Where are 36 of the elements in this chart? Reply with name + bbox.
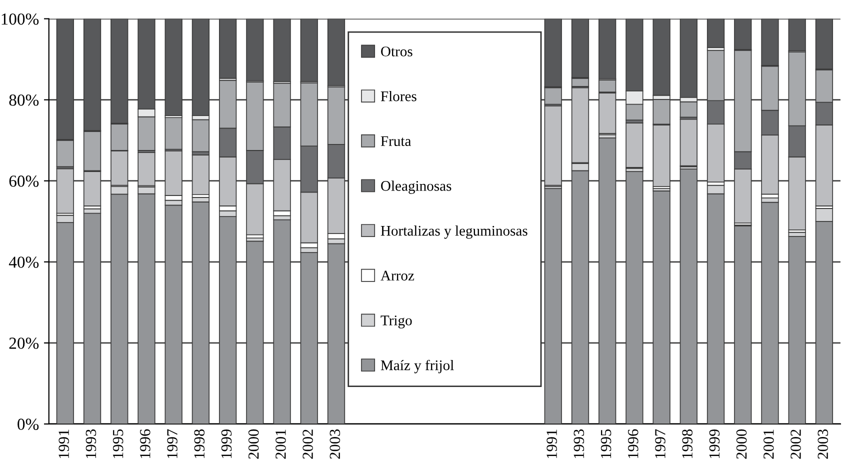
x-tick-label: 1997 bbox=[167, 429, 178, 458]
y-tick-label: 40% bbox=[8, 256, 39, 268]
x-tick-label: 1991 bbox=[546, 430, 557, 458]
x-tick-label: 1998 bbox=[682, 429, 692, 458]
y-tick-label: 0% bbox=[18, 418, 39, 430]
y-tick-label: 60% bbox=[9, 176, 39, 187]
legend-label: Arroz bbox=[380, 270, 414, 281]
legend-label: Trigo bbox=[380, 316, 412, 328]
x-tick-label: 1998 bbox=[194, 429, 205, 458]
x-tick-label: 1995 bbox=[600, 429, 612, 458]
x-tick-label: 1993 bbox=[574, 429, 584, 458]
x-tick-label: 2001 bbox=[276, 430, 286, 459]
x-tick-label: 1999 bbox=[221, 429, 232, 458]
legend-label: Otros bbox=[381, 46, 412, 56]
x-tick-label: 2002 bbox=[302, 430, 313, 459]
legend-label: Maíz y frijol bbox=[380, 360, 454, 374]
x-tick-label: 2001 bbox=[764, 430, 774, 459]
legend-label: Oleaginosas bbox=[381, 180, 452, 194]
y-tick-label: 100% bbox=[2, 13, 39, 25]
legend-label: Hortalizas y leguminosas bbox=[380, 225, 528, 239]
y-tick-label: 80% bbox=[9, 94, 39, 106]
x-tick-label: 2003 bbox=[330, 429, 340, 459]
x-tick-label: 2000 bbox=[248, 429, 259, 459]
x-tick-label: 2000 bbox=[736, 429, 747, 459]
x-tick-label: 1993 bbox=[86, 429, 96, 458]
x-tick-label: 2003 bbox=[818, 429, 828, 459]
legend-label: Fruta bbox=[380, 136, 412, 146]
x-tick-label: 1997 bbox=[655, 429, 666, 458]
x-tick-label: 1999 bbox=[709, 429, 720, 458]
x-tick-label: 2002 bbox=[790, 430, 801, 459]
y-tick-label: 20% bbox=[9, 338, 39, 349]
x-tick-label: 1991 bbox=[58, 430, 69, 458]
x-tick-label: 1996 bbox=[140, 429, 150, 458]
x-tick-label: 1995 bbox=[112, 429, 124, 458]
x-tick-label: 1996 bbox=[628, 429, 638, 458]
legend-label: Flores bbox=[380, 90, 416, 102]
